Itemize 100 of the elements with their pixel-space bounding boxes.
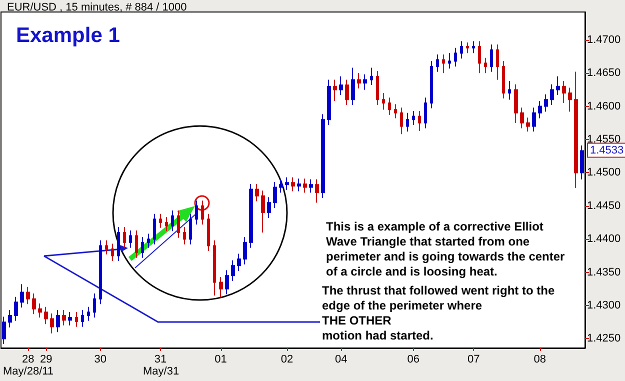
annotation: The thrust that followed went right to the edge of the perimeter where THE OTHER motion had started. <box>322 284 555 342</box>
candlestick <box>532 107 536 132</box>
candlestick <box>544 94 548 112</box>
x-tick-label: 08 <box>534 354 546 366</box>
candlestick <box>478 40 481 74</box>
candlestick <box>568 87 572 112</box>
candlestick <box>111 243 114 262</box>
candlestick <box>303 178 307 194</box>
candlestick <box>538 100 542 119</box>
candlestick <box>454 47 457 67</box>
candlestick <box>201 200 204 225</box>
candlestick <box>14 296 18 322</box>
candlestick <box>183 226 186 245</box>
candlestick <box>213 240 216 296</box>
candlestick <box>249 183 253 248</box>
candlestick <box>472 40 475 54</box>
candlestick <box>2 316 6 345</box>
y-tick-label: 1.4650 <box>587 67 621 80</box>
annotation: 1.4533 <box>590 144 624 156</box>
candlestick <box>351 67 355 106</box>
candlestick <box>315 178 319 204</box>
candlestick <box>574 71 578 188</box>
candlestick <box>255 183 259 202</box>
candlestick <box>105 240 108 255</box>
annotation: This is a example of a corrective Elliot Wave Triangle that started from one perimeter and is going towards the center of a circle and is loosing heat. <box>326 220 566 278</box>
candlestick <box>68 312 72 326</box>
candlestick <box>20 284 24 308</box>
candlestick <box>394 104 397 119</box>
candlestick <box>556 76 560 96</box>
candlestick <box>147 233 150 248</box>
candlestick <box>363 74 367 90</box>
text: May/31 <box>143 366 180 378</box>
candlestick <box>93 293 96 318</box>
candlestick <box>117 226 120 262</box>
y-tick-label: 1.4450 <box>587 200 621 212</box>
candlestick <box>75 312 78 328</box>
candlestick <box>44 306 48 325</box>
candlestick <box>502 60 505 99</box>
candlestick <box>171 210 174 232</box>
candlestick <box>207 213 210 252</box>
candlestick <box>81 310 84 328</box>
candlestick <box>448 52 451 69</box>
candlestick <box>333 79 337 102</box>
candlestick <box>388 97 391 116</box>
candlestick <box>562 80 566 104</box>
candlestick <box>267 196 271 218</box>
y-tick-label: 1.4500 <box>587 166 621 179</box>
candlestick <box>496 44 499 80</box>
candlestick <box>376 70 379 106</box>
y-tick-label: 1.4550 <box>587 133 621 146</box>
candlestick <box>412 110 415 126</box>
candlestick <box>309 178 313 194</box>
candlestick <box>436 54 439 72</box>
candlestick <box>195 200 198 225</box>
candlestick <box>165 216 168 232</box>
candlestick <box>177 210 180 238</box>
candlestick <box>153 213 156 245</box>
candlestick <box>243 236 247 265</box>
y-tick-label: 1.4400 <box>587 233 621 246</box>
x-tick-label: 02 <box>280 354 294 366</box>
candlestick <box>285 176 289 190</box>
candlestick <box>321 114 325 198</box>
candlestick <box>382 92 385 110</box>
text: May/28/11 <box>3 366 54 378</box>
candlestick <box>430 60 433 109</box>
x-tick-label: 07 <box>467 354 480 366</box>
candlestick <box>418 110 421 132</box>
candlestick <box>291 176 295 192</box>
candlestick <box>261 190 265 233</box>
y-tick-label: 1.4250 <box>587 332 621 345</box>
candlestick <box>26 286 30 305</box>
candlestick <box>189 213 192 245</box>
candlestick <box>231 260 235 282</box>
candlestick <box>123 226 126 248</box>
candlestick <box>50 312 54 334</box>
candlestick <box>297 178 301 192</box>
candlestick <box>424 97 427 129</box>
candlestick <box>357 72 361 89</box>
candlestick <box>56 310 60 333</box>
candlestick <box>99 240 102 305</box>
candlestick <box>339 76 343 96</box>
y-tick-label: 1.4300 <box>587 300 621 312</box>
candlestick <box>141 236 144 258</box>
candlestick <box>38 303 42 318</box>
candlestick <box>219 276 223 298</box>
candlestick <box>508 80 511 100</box>
candlestick <box>345 79 349 106</box>
candlestick <box>370 67 373 86</box>
candlestick <box>520 107 524 129</box>
candlestick <box>460 40 463 59</box>
candlestick <box>466 42 469 54</box>
candlestick <box>135 230 138 258</box>
candlestick <box>580 144 584 180</box>
candlestick <box>129 230 132 248</box>
candlestick <box>279 178 283 194</box>
candlestick <box>8 310 12 328</box>
x-tick-label: 04 <box>335 354 348 366</box>
candlestick <box>159 213 162 228</box>
x-tick-label: 30 <box>94 354 106 366</box>
candlestick <box>32 293 36 315</box>
